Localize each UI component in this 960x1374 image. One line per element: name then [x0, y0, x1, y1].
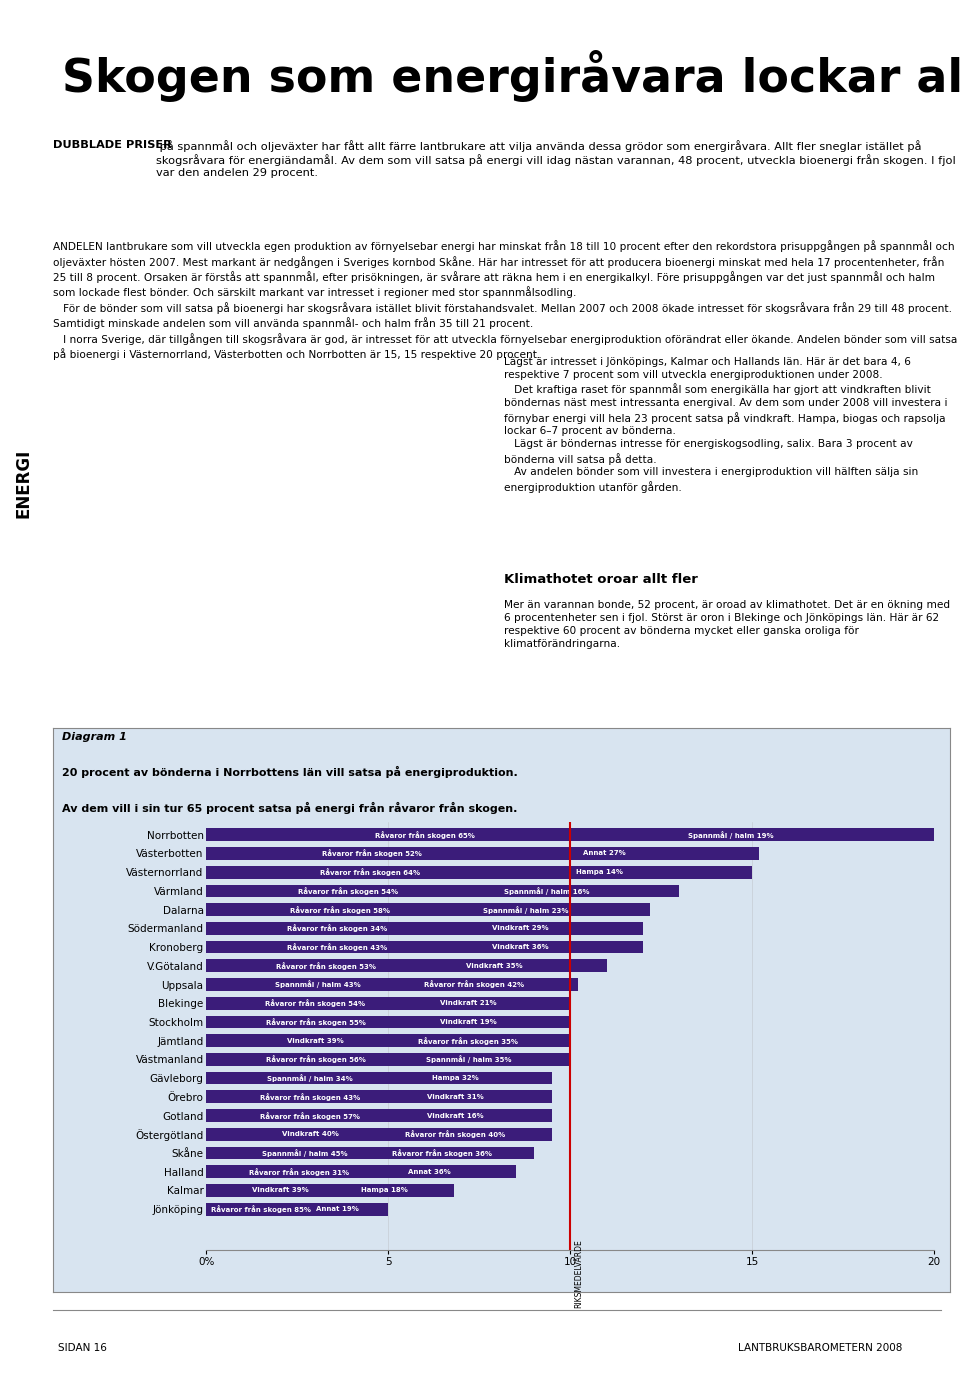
Text: Råvaror från skogen 40%: Råvaror från skogen 40% — [405, 1131, 505, 1138]
Text: Råvaror från skogen 52%: Råvaror från skogen 52% — [323, 849, 422, 857]
Text: Råvaror från skogen 36%: Råvaror från skogen 36% — [393, 1149, 492, 1157]
Bar — [206, 829, 934, 841]
Text: Annat 19%: Annat 19% — [316, 1206, 359, 1212]
Text: Av dem vill i sin tur 65 procent satsa på energi från råvaror från skogen.: Av dem vill i sin tur 65 procent satsa p… — [62, 802, 517, 813]
Bar — [206, 1072, 552, 1084]
Text: Råvaror från skogen 31%: Råvaror från skogen 31% — [249, 1168, 349, 1176]
Bar — [206, 903, 650, 916]
Text: Mer än varannan bonde, 52 procent, är oroad av klimathotet. Det är en ökning med: Mer än varannan bonde, 52 procent, är or… — [504, 600, 950, 649]
Bar — [206, 885, 680, 897]
Text: Råvaror från skogen 55%: Råvaror från skogen 55% — [266, 1018, 366, 1026]
Text: Vindkraft 36%: Vindkraft 36% — [492, 944, 549, 949]
Text: Spannmål / halm 43%: Spannmål / halm 43% — [275, 981, 361, 988]
Bar — [206, 1052, 570, 1066]
Text: Spannmål / halm 19%: Spannmål / halm 19% — [687, 831, 773, 838]
Text: Spannmål / halm 45%: Spannmål / halm 45% — [262, 1149, 348, 1157]
Text: Annat 36%: Annat 36% — [408, 1169, 450, 1175]
Text: Vindkraft 39%: Vindkraft 39% — [287, 1037, 344, 1044]
Text: ANDELEN lantbrukare som vill utveckla egen produktion av förnyelsebar energi har: ANDELEN lantbrukare som vill utveckla eg… — [53, 240, 957, 360]
Text: Vindkraft 21%: Vindkraft 21% — [440, 1000, 496, 1006]
Text: DUBBLADE PRISER: DUBBLADE PRISER — [53, 140, 172, 150]
Bar — [206, 1165, 516, 1178]
Text: Råvaror från skogen 34%: Råvaror från skogen 34% — [287, 925, 388, 933]
Bar — [206, 1015, 570, 1028]
Bar — [206, 998, 570, 1010]
Text: Vindkraft 29%: Vindkraft 29% — [492, 925, 549, 932]
Text: Lägst är intresset i Jönköpings, Kalmar och Hallands län. Här är det bara 4, 6 r: Lägst är intresset i Jönköpings, Kalmar … — [504, 357, 948, 493]
Bar — [206, 1147, 534, 1160]
Text: Skogen som energiråvara lockar allt: Skogen som energiråvara lockar allt — [61, 49, 960, 102]
Text: RIKSMEDELVÄRDE: RIKSMEDELVÄRDE — [575, 1239, 584, 1308]
Text: Råvaror från skogen 85%: Råvaror från skogen 85% — [211, 1205, 311, 1213]
Text: Spannmål / halm 35%: Spannmål / halm 35% — [425, 1055, 511, 1063]
Text: Vindkraft 31%: Vindkraft 31% — [427, 1094, 484, 1099]
Text: Hampa 18%: Hampa 18% — [361, 1187, 408, 1194]
Text: Råvaror från skogen 53%: Råvaror från skogen 53% — [276, 962, 376, 970]
Text: LANTBRUKSBAROMETERN 2008: LANTBRUKSBAROMETERN 2008 — [738, 1342, 902, 1352]
Text: Råvaror från skogen 58%: Råvaror från skogen 58% — [290, 905, 390, 914]
Text: ENERGI: ENERGI — [15, 448, 33, 518]
Text: Spannmål / halm 34%: Spannmål / halm 34% — [267, 1074, 353, 1083]
Text: Spannmål / halm 16%: Spannmål / halm 16% — [504, 888, 589, 894]
Text: Spannmål / halm 23%: Spannmål / halm 23% — [483, 905, 568, 914]
Text: Diagram 1: Diagram 1 — [62, 732, 128, 742]
Text: Vindkraft 39%: Vindkraft 39% — [252, 1187, 309, 1194]
Text: Råvaror från skogen 65%: Råvaror från skogen 65% — [374, 831, 474, 838]
Bar — [206, 1109, 552, 1123]
Text: Vindkraft 16%: Vindkraft 16% — [427, 1113, 484, 1118]
Bar — [206, 866, 753, 878]
Text: Råvaror från skogen 57%: Råvaror från skogen 57% — [260, 1112, 360, 1120]
Bar — [206, 1128, 552, 1140]
Bar — [206, 1202, 388, 1216]
Bar — [206, 978, 578, 991]
Text: SIDAN 16: SIDAN 16 — [58, 1342, 107, 1352]
Text: Råvaror från skogen 56%: Råvaror från skogen 56% — [266, 1055, 366, 1063]
Bar — [206, 848, 759, 860]
Text: Råvaror från skogen 42%: Råvaror från skogen 42% — [423, 981, 523, 988]
Text: Råvaror från skogen 43%: Råvaror från skogen 43% — [260, 1092, 360, 1101]
Bar — [206, 922, 643, 934]
Text: Råvaror från skogen 54%: Råvaror från skogen 54% — [299, 888, 398, 894]
Text: Vindkraft 19%: Vindkraft 19% — [440, 1020, 496, 1025]
Text: på spannmål och oljeväxter har fått allt färre lantbrukare att vilja använda des: på spannmål och oljeväxter har fått allt… — [156, 140, 956, 177]
Text: Klimathotet oroar allt fler: Klimathotet oroar allt fler — [504, 573, 698, 587]
Text: Hampa 14%: Hampa 14% — [576, 870, 623, 875]
Text: Annat 27%: Annat 27% — [584, 851, 626, 856]
Bar — [206, 959, 607, 973]
Text: Vindkraft 35%: Vindkraft 35% — [467, 963, 523, 969]
Text: Råvaror från skogen 35%: Råvaror från skogen 35% — [419, 1037, 518, 1044]
Text: Råvaror från skogen 43%: Råvaror från skogen 43% — [287, 943, 388, 951]
Bar — [206, 1091, 552, 1103]
Text: Råvaror från skogen 54%: Råvaror från skogen 54% — [266, 999, 366, 1007]
Text: 20 procent av bönderna i Norrbottens län vill satsa på energiproduktion.: 20 procent av bönderna i Norrbottens län… — [62, 767, 518, 778]
Bar — [206, 1035, 570, 1047]
Bar — [206, 941, 643, 954]
Text: Råvaror från skogen 64%: Råvaror från skogen 64% — [320, 868, 420, 877]
Text: Vindkraft 40%: Vindkraft 40% — [281, 1131, 339, 1138]
Bar — [206, 1184, 454, 1197]
Text: Hampa 32%: Hampa 32% — [432, 1074, 479, 1081]
